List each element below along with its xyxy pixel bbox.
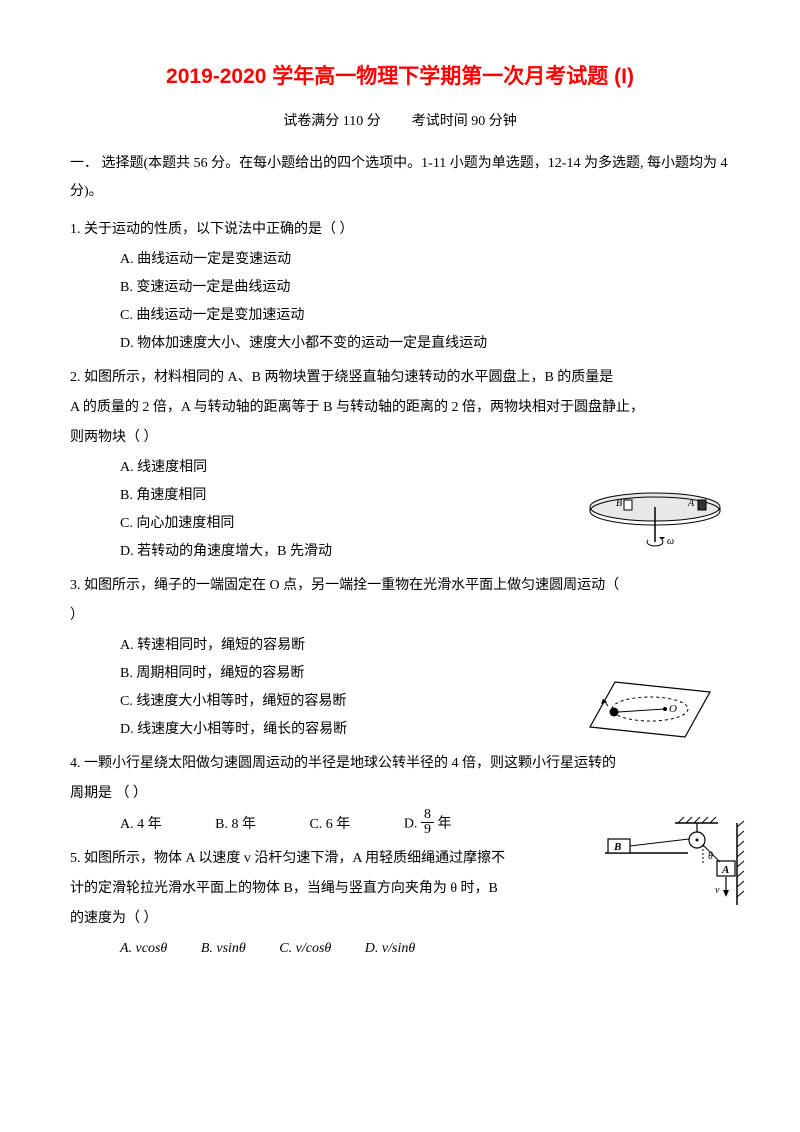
question-3: 3. 如图所示，绳子的一端固定在 O 点，另一端拴一重物在光滑水平面上做匀速圆周… <box>70 572 730 744</box>
q2-opt-A: A. 线速度相同 <box>120 454 730 482</box>
q5-fig-label-A: A <box>721 864 729 876</box>
q2-fig-label-omega: ω <box>667 536 674 547</box>
question-2: 2. 如图所示，材料相同的 A、B 两物块置于绕竖直轴匀速转动的水平圆盘上，B … <box>70 364 730 566</box>
q4-opt-A: A. 4 年 <box>120 811 162 839</box>
q4-opt-D: D. 89 年 <box>404 810 452 839</box>
q4-opt-C: C. 6 年 <box>309 811 350 839</box>
q4-D-den: 9 <box>421 823 434 837</box>
q5-opt-B: B. vsinθ <box>201 935 246 963</box>
exam-subtitle: 试卷满分 110 分 考试时间 90 分钟 <box>70 110 730 130</box>
q2-stem-2: A 的质量的 2 倍，A 与转动轴的距离等于 B 与转动轴的距离的 2 倍，两物… <box>70 394 730 422</box>
q1-opt-B: B. 变速运动一定是曲线运动 <box>120 274 730 302</box>
q1-opt-A: A. 曲线运动一定是变速运动 <box>120 246 730 274</box>
full-marks: 试卷满分 110 分 <box>283 114 380 129</box>
q5-fig-label-theta: θ <box>708 851 713 862</box>
q3-opt-A: A. 转速相同时，绳短的容易断 <box>120 632 730 660</box>
question-5: B A θ v 5. 如图所示，物体 <box>70 845 730 963</box>
q3-figure-plane-icon: O <box>570 672 720 752</box>
exam-page: 2019-2020 学年高一物理下学期第一次月考试题 (I) 试卷满分 110 … <box>0 0 800 1132</box>
exam-time: 考试时间 90 分钟 <box>412 114 517 129</box>
question-1: 1. 关于运动的性质，以下说法中正确的是（ ） A. 曲线运动一定是变速运动 B… <box>70 216 730 358</box>
q2-fig-label-A: A <box>687 498 695 509</box>
q5-opt-C: C. v/cosθ <box>279 935 331 963</box>
q2-stem-3: 则两物块（ ） <box>70 424 730 452</box>
q3-stem-2: ） <box>70 602 730 630</box>
q3-fig-label-O: O <box>669 703 677 715</box>
q1-stem: 1. 关于运动的性质，以下说法中正确的是（ ） <box>70 216 730 244</box>
q2-figure-disk-icon: B A ω <box>580 482 730 557</box>
q1-opt-D: D. 物体加速度大小、速度大小都不变的运动一定是直线运动 <box>120 330 730 358</box>
q4-D-num: 8 <box>421 808 434 823</box>
q4-D-prefix: D. <box>404 817 421 832</box>
section-one-header: 一． 选择题(本题共 56 分。在每小题给出的四个选项中。1-11 小题为单选题… <box>70 150 730 206</box>
q5-opt-A: A. vcosθ <box>120 935 167 963</box>
q1-opt-C: C. 曲线运动一定是变加速运动 <box>120 302 730 330</box>
q5-fig-label-v: v <box>715 885 720 896</box>
q5-fig-label-B: B <box>613 841 621 853</box>
q5-opt-D: D. v/sinθ <box>365 935 415 963</box>
q4-opt-B: B. 8 年 <box>215 811 256 839</box>
exam-title: 2019-2020 学年高一物理下学期第一次月考试题 (I) <box>70 60 730 90</box>
q4-D-fraction: 89 <box>421 808 434 837</box>
q4-D-suffix: 年 <box>434 817 452 832</box>
q2-fig-label-B: B <box>616 498 622 509</box>
q3-stem-1: 3. 如图所示，绳子的一端固定在 O 点，另一端拴一重物在光滑水平面上做匀速圆周… <box>70 572 730 600</box>
q4-stem-1: 4. 一颗小行星绕太阳做匀速圆周运动的半径是地球公转半径的 4 倍，则这颗小行星… <box>70 750 730 778</box>
q4-stem-2: 周期是 （ ） <box>70 780 730 808</box>
q2-stem-1: 2. 如图所示，材料相同的 A、B 两物块置于绕竖直轴匀速转动的水平圆盘上，B … <box>70 364 730 392</box>
q5-figure-pulley-icon: B A θ v <box>600 815 750 910</box>
